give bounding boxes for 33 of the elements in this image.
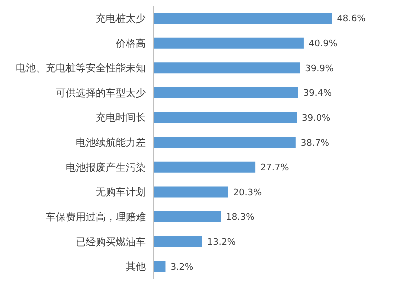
- y-tick-label: 可供选择的车型太少: [56, 87, 146, 100]
- data-label: 39.0%: [302, 114, 332, 124]
- bar: [154, 162, 256, 173]
- bar: [154, 137, 296, 148]
- data-label: 13.2%: [207, 238, 236, 248]
- bar: [154, 261, 166, 272]
- bar: [154, 212, 222, 223]
- y-tick-label: 车保费用过高，理赔难: [46, 212, 146, 224]
- y-tick-label: 价格高: [115, 38, 146, 50]
- bar: [154, 186, 228, 198]
- bar: [154, 236, 202, 248]
- bar: [154, 87, 298, 98]
- data-label: 38.7%: [300, 138, 330, 149]
- y-tick-label: 其他: [126, 261, 146, 274]
- data-label: 3.2%: [170, 262, 194, 273]
- y-tick-label: 电池续航能力差: [76, 137, 146, 150]
- y-tick-label: 充电桩太少: [96, 12, 146, 25]
- data-label: 40.9%: [308, 40, 338, 50]
- y-tick-label: 已经购买燃油车: [76, 236, 146, 248]
- bar: [154, 13, 332, 24]
- y-tick-label: 电池、充电桩等安全性能未知: [16, 62, 146, 75]
- data-label: 39.9%: [305, 64, 334, 74]
- y-tick-label: 电池报废产生污染: [66, 162, 146, 174]
- bar: [154, 112, 297, 124]
- bar: [154, 62, 300, 74]
- data-label: 27.7%: [260, 164, 290, 174]
- y-tick-label: 无购车计划: [96, 186, 146, 199]
- data-label: 48.6%: [337, 14, 366, 25]
- data-label: 18.3%: [226, 213, 256, 224]
- data-label: 20.3%: [233, 188, 262, 198]
- bar: [154, 38, 304, 49]
- y-tick-label: 充电时间长: [96, 112, 146, 124]
- data-label: 39.4%: [303, 89, 333, 100]
